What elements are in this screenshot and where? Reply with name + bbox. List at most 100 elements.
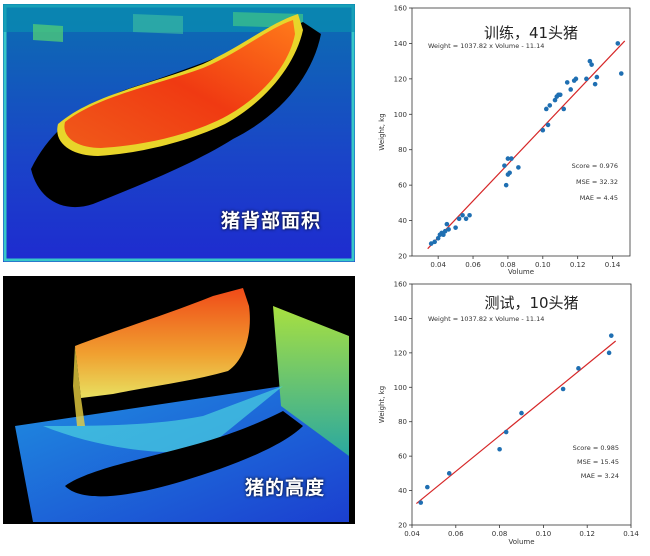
pig-height-point-cloud bbox=[3, 276, 355, 524]
data-point bbox=[467, 212, 472, 218]
data-point bbox=[418, 500, 424, 505]
data-point bbox=[543, 106, 549, 112]
y-axis-label: Weight, kg bbox=[378, 113, 386, 150]
x-tick-label: 0.12 bbox=[579, 530, 595, 538]
plot-frame bbox=[411, 7, 631, 257]
data-point bbox=[584, 76, 589, 82]
x-tick-label: 0.10 bbox=[536, 530, 552, 538]
x-tick-label: 0.06 bbox=[465, 261, 481, 269]
data-point bbox=[606, 350, 612, 356]
data-point bbox=[502, 163, 507, 168]
data-point bbox=[576, 366, 581, 371]
chart-title: 训练，41头猪 bbox=[484, 24, 578, 42]
pig-back-area-image: 猪背部面积 bbox=[3, 4, 355, 262]
data-point bbox=[453, 225, 458, 230]
data-point bbox=[503, 182, 509, 188]
y-tick-label: 100 bbox=[394, 111, 407, 119]
y-axis-label: Weight, kg bbox=[378, 386, 386, 423]
data-point bbox=[615, 41, 621, 46]
y-tick-label: 60 bbox=[398, 182, 407, 190]
data-point bbox=[456, 216, 462, 222]
stat-label: MSE = 15.45 bbox=[577, 458, 619, 466]
testing-chart: 20 40 60 80 100 120 140 160 0.04 0.06 0.08 0.10 0.12… bbox=[365, 278, 650, 552]
training-scatter-plot: 20 40 60 80 100 120 140 160 0.04 0.06 0.08 0.10 0.12… bbox=[378, 5, 631, 276]
x-tick-label: 0.12 bbox=[570, 261, 586, 269]
y-tick-label: 80 bbox=[398, 146, 407, 154]
stat-label: MAE = 4.45 bbox=[580, 194, 618, 202]
data-point bbox=[507, 170, 512, 176]
data-point bbox=[573, 76, 579, 82]
data-point bbox=[444, 221, 450, 227]
data-point bbox=[442, 228, 448, 234]
data-point bbox=[618, 71, 624, 76]
data-point bbox=[425, 484, 430, 490]
y-tick-label: 160 bbox=[394, 281, 407, 289]
x-tick-label: 0.14 bbox=[623, 530, 639, 538]
pig-height-label: 猪的高度 bbox=[245, 477, 326, 499]
x-tick-label: 0.10 bbox=[535, 261, 551, 269]
stat-label: Score = 0.985 bbox=[573, 444, 619, 452]
y-tick-label: 80 bbox=[398, 418, 407, 426]
pig-back-depth-map bbox=[3, 4, 355, 262]
data-point bbox=[560, 386, 566, 392]
data-point bbox=[557, 92, 563, 98]
data-point bbox=[568, 87, 574, 92]
data-point bbox=[446, 471, 452, 476]
data-point bbox=[561, 106, 567, 112]
data-point bbox=[463, 216, 469, 222]
chart-title: 测试，10头猪 bbox=[484, 294, 578, 312]
data-point bbox=[432, 239, 437, 245]
y-tick-label: 120 bbox=[394, 75, 407, 83]
training-chart: 20 40 60 80 100 120 140 160 0.04 0.06 0.08 0.10 0.12… bbox=[365, 0, 650, 276]
data-point bbox=[547, 103, 553, 108]
x-tick-label: 0.08 bbox=[492, 530, 508, 538]
data-point bbox=[435, 235, 441, 241]
data-point bbox=[587, 58, 593, 64]
data-point bbox=[589, 62, 594, 67]
y-tick-label: 40 bbox=[398, 487, 407, 495]
fit-equation: Weight = 1037.82 x Volume - 11.14 bbox=[428, 315, 544, 323]
x-tick-label: 0.08 bbox=[500, 261, 516, 269]
x-tick-label: 0.14 bbox=[605, 261, 621, 269]
x-tick-label: 0.04 bbox=[430, 261, 446, 269]
y-tick-label: 120 bbox=[394, 349, 407, 357]
data-point bbox=[608, 333, 614, 338]
data-point bbox=[594, 74, 600, 80]
data-point bbox=[428, 241, 434, 246]
data-point bbox=[446, 227, 451, 232]
data-point bbox=[592, 81, 598, 87]
x-tick-label: 0.04 bbox=[404, 530, 420, 538]
fit-equation: Weight = 1037.82 x Volume - 11.14 bbox=[428, 42, 544, 50]
data-point bbox=[441, 232, 446, 238]
data-point bbox=[460, 212, 465, 218]
y-tick-label: 20 bbox=[398, 522, 407, 530]
data-point bbox=[503, 429, 509, 435]
stat-label: MAE = 3.24 bbox=[581, 472, 619, 480]
stat-label: MSE = 32.32 bbox=[576, 178, 618, 186]
x-tick-label: 0.06 bbox=[448, 530, 464, 538]
y-tick-label: 140 bbox=[394, 40, 407, 48]
y-tick-label: 60 bbox=[398, 453, 407, 461]
pig-height-image: 猪的高度 bbox=[3, 276, 355, 524]
data-point bbox=[505, 156, 511, 161]
data-point bbox=[545, 122, 551, 128]
regression-line bbox=[416, 340, 617, 505]
data-point bbox=[516, 165, 521, 170]
y-tick-label: 100 bbox=[394, 384, 407, 392]
testing-scatter-plot: 20 40 60 80 100 120 140 160 0.04 0.06 0.08 0.10 0.12… bbox=[378, 281, 639, 547]
plot-frame bbox=[411, 283, 632, 526]
data-point bbox=[497, 446, 502, 452]
data-point bbox=[519, 410, 524, 416]
y-tick-label: 20 bbox=[398, 253, 407, 261]
data-point bbox=[552, 97, 558, 103]
data-point bbox=[509, 156, 514, 161]
y-tick-label: 160 bbox=[394, 5, 407, 13]
y-tick-label: 40 bbox=[398, 217, 407, 225]
x-axis-label: Volume bbox=[508, 268, 534, 276]
data-point bbox=[540, 127, 546, 133]
data-point bbox=[564, 80, 570, 85]
pig-back-area-label: 猪背部面积 bbox=[221, 210, 322, 232]
regression-line bbox=[427, 40, 626, 250]
stat-label: Score = 0.976 bbox=[572, 162, 618, 170]
y-tick-label: 140 bbox=[394, 315, 407, 323]
